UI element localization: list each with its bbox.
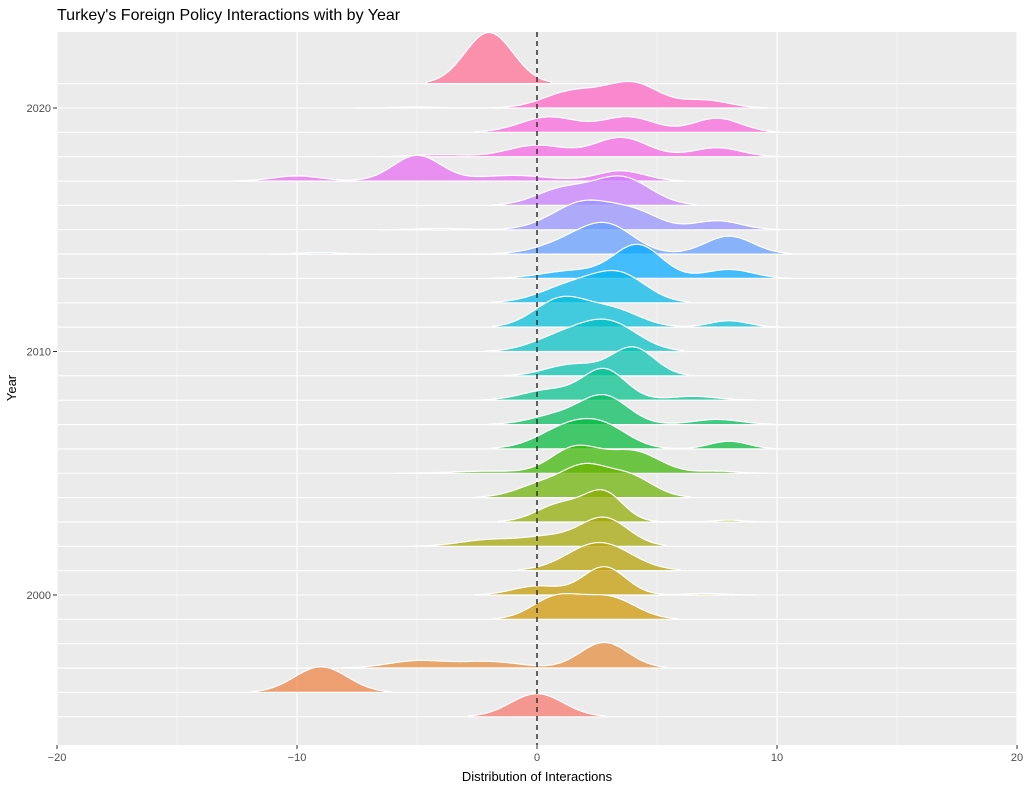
ridge-2008 xyxy=(57,367,1017,401)
ridge-density-1997 xyxy=(341,641,668,669)
y-axis: 2000 2010 2020 xyxy=(27,103,57,602)
ridge-density-2015 xyxy=(378,199,780,231)
ridge-density-2016 xyxy=(491,175,697,206)
ridge-density-2019 xyxy=(473,116,780,133)
y-tick-label: 2000 xyxy=(27,590,51,602)
ridge-density-2008 xyxy=(479,367,756,401)
x-tick-label: 10 xyxy=(771,752,783,764)
x-axis: −20 −10 0 10 20 xyxy=(48,745,1023,764)
ridge-density-2017 xyxy=(234,154,684,182)
ridge-density-2013 xyxy=(491,243,792,279)
ridge-density-2018 xyxy=(378,136,780,158)
ridge-2004 xyxy=(57,462,1017,499)
ridge-density-2014 xyxy=(270,221,792,255)
ridge-2017 xyxy=(57,154,1017,182)
ridge-density-2006 xyxy=(491,417,780,450)
x-tick-label: −20 xyxy=(48,752,67,764)
y-tick-label: 2010 xyxy=(27,347,51,359)
ridge-2018 xyxy=(57,136,1017,158)
ridges xyxy=(57,31,1017,718)
ridge-density-2012 xyxy=(491,269,691,304)
y-axis-title: Year xyxy=(4,374,19,401)
ridge-2015 xyxy=(57,199,1017,231)
ridge-density-2009 xyxy=(503,346,690,377)
ridge-density-2002 xyxy=(413,516,668,547)
ridge-density-2003 xyxy=(498,489,767,523)
ridge-density-2021 xyxy=(426,31,552,85)
ridge-density-2004 xyxy=(475,462,692,499)
ridge-density-2000 xyxy=(474,566,756,596)
ridge-density-2007 xyxy=(487,394,780,426)
ridge-2021 xyxy=(57,31,1017,85)
ridge-density-2010 xyxy=(485,318,685,353)
ridge-density-1999 xyxy=(493,593,679,620)
ridge-1997 xyxy=(57,641,1017,669)
x-axis-title: Distribution of Interactions xyxy=(462,769,613,784)
ridge-density-2005 xyxy=(394,444,768,474)
x-tick-label: 0 xyxy=(534,752,540,764)
ridge-2007 xyxy=(57,394,1017,426)
ridge-2011 xyxy=(57,295,1017,328)
x-tick-label: 20 xyxy=(1011,752,1023,764)
ridge-density-2020 xyxy=(354,80,768,109)
vertical-gridlines xyxy=(56,32,1018,745)
ridge-density-2001 xyxy=(517,541,682,572)
y-tick-label: 2020 xyxy=(27,103,51,115)
ridge-density-2011 xyxy=(491,295,780,328)
x-tick-label: −10 xyxy=(288,752,307,764)
chart-title: Turkey's Foreign Policy Interactions wit… xyxy=(57,7,401,24)
ridge-2001 xyxy=(57,541,1017,572)
ridge-density-1996 xyxy=(251,666,391,693)
ridge-2014 xyxy=(57,221,1017,255)
